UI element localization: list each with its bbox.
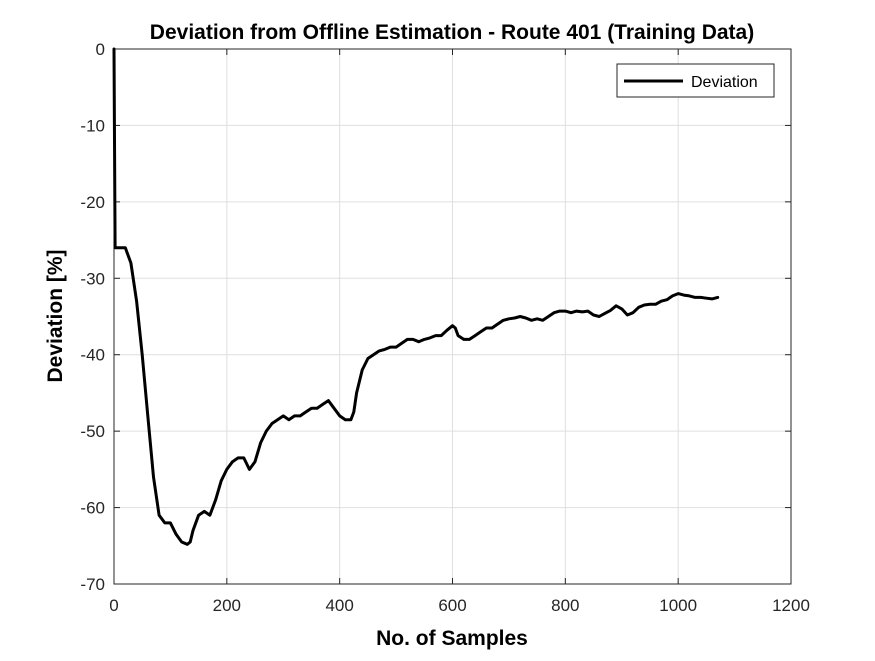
y-tick-label: -40 bbox=[80, 346, 105, 365]
legend: Deviation bbox=[616, 63, 775, 98]
x-tick-label: 0 bbox=[109, 596, 118, 615]
x-axis-label: No. of Samples bbox=[376, 627, 528, 650]
x-tick-label: 1000 bbox=[659, 596, 697, 615]
x-tick-label: 800 bbox=[551, 596, 579, 615]
y-tick-label: -50 bbox=[80, 422, 105, 441]
grid-lines bbox=[114, 49, 791, 584]
axis-ticks: 0 200 400 600 800 1000 1200 0 -10 -20 -30 -40 -50 -60… bbox=[80, 40, 809, 615]
x-tick-label: 200 bbox=[213, 596, 241, 615]
x-tick-label: 600 bbox=[438, 596, 466, 615]
series-layer bbox=[112, 47, 720, 546]
y-axis-label: Deviation [%] bbox=[44, 249, 67, 382]
chart-title: Deviation from Offline Estimation - Rout… bbox=[150, 21, 754, 44]
y-tick-label: 0 bbox=[96, 40, 105, 59]
series-line-deviation bbox=[112, 47, 720, 546]
x-tick-label: 400 bbox=[325, 596, 353, 615]
y-tick-label: -70 bbox=[80, 575, 105, 594]
y-tick-label: -60 bbox=[80, 499, 105, 518]
y-tick-label: -30 bbox=[80, 269, 105, 288]
legend-label-deviation: Deviation bbox=[691, 74, 758, 91]
y-tick-label: -20 bbox=[80, 193, 105, 212]
y-tick-label: -10 bbox=[80, 116, 105, 135]
x-tick-label: 1200 bbox=[772, 596, 810, 615]
